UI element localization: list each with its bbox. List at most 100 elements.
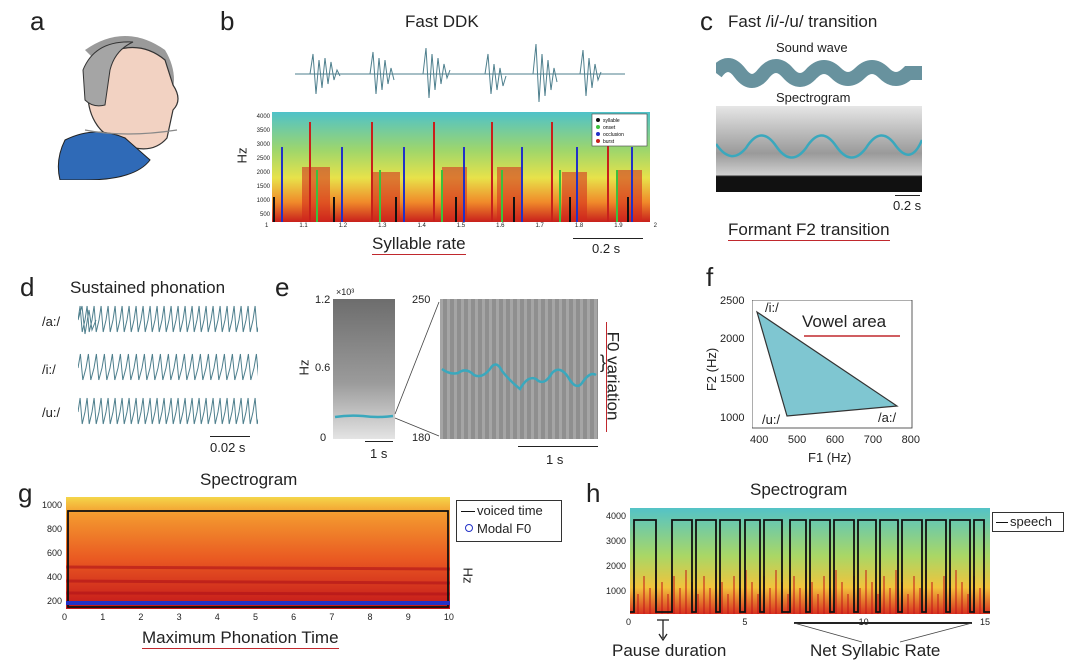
spectral-stripe — [580, 299, 583, 439]
xtick: 9 — [405, 612, 411, 622]
panel-b-scalebar-line — [573, 238, 643, 239]
xtick: 4 — [214, 612, 220, 622]
panel-g-xticks: 0 1 2 3 4 5 6 7 8 9 10 — [62, 612, 454, 622]
panel-h-label: h — [586, 478, 601, 508]
ytick: 2000 — [256, 170, 270, 176]
panel-b-label: b — [220, 6, 235, 36]
panel-g-label: g — [18, 478, 33, 508]
xtick: 1.6 — [496, 223, 505, 229]
xtick: 700 — [863, 434, 883, 446]
spectral-stripe — [447, 299, 450, 439]
panel-e-ytick-top: 1.2 — [315, 294, 331, 306]
spectral-stripe — [510, 299, 513, 439]
panel-a-label: a — [30, 6, 45, 36]
spectral-stripe — [524, 299, 527, 439]
spectral-stripe — [566, 299, 569, 439]
xtick: 1 — [100, 612, 106, 622]
panel-e-scalebar-right-line — [518, 446, 598, 447]
ytick: 1500 — [256, 184, 270, 190]
spectral-stripe — [545, 299, 548, 439]
panel-b-xticks: 1 1.1 1.2 1.3 1.4 1.5 1.6 1.7 1.8 1.9 2 — [265, 223, 657, 233]
xtick: 1.5 — [456, 223, 466, 229]
panel-e-exponent: ×10³ — [336, 287, 355, 297]
panel-f-caption: Vowel area — [802, 312, 887, 331]
panel-e-label: e — [275, 272, 290, 302]
spectral-stripe — [573, 299, 576, 439]
ytick: 1000 — [605, 586, 626, 596]
xtick: 15 — [979, 617, 990, 627]
ytick: 200 — [46, 596, 62, 606]
phonation-wave — [78, 305, 258, 333]
phonation-waveforms — [78, 305, 258, 425]
xtick: 1.3 — [378, 223, 387, 229]
ytick: 1000 — [41, 500, 62, 510]
xtick: 2 — [138, 612, 144, 622]
ytick: 4000 — [256, 114, 270, 120]
ytick: 3000 — [605, 536, 626, 546]
vowel-i-label: /i:/ — [765, 300, 779, 315]
panel-c-title: Fast /i/-/u/ transition — [728, 12, 878, 31]
mpt-spectrogram — [66, 497, 450, 609]
f0-spectrogram-zoom — [440, 299, 598, 439]
ytick: 1000 — [256, 198, 270, 204]
xtick: 1.2 — [338, 223, 348, 229]
legend-voiced-time: voiced time — [477, 503, 543, 518]
transition-spectrogram — [716, 106, 922, 192]
spectral-stripe — [496, 299, 499, 439]
xtick: 800 — [901, 434, 920, 446]
panel-f-xlabel: F1 (Hz) — [808, 450, 852, 465]
panel-c-scalebar: 0.2 s — [893, 198, 922, 213]
xtick: 6 — [291, 612, 297, 622]
xtick: 2 — [653, 223, 657, 229]
vowel-area-plot — [752, 300, 913, 429]
panel-h-caption-left: Pause duration — [612, 641, 727, 660]
nsr-spectrogram — [630, 508, 990, 614]
spectral-stripe — [531, 299, 534, 439]
panel-d-label: d — [20, 272, 35, 302]
panel-h-caption-right: Net Syllabic Rate — [810, 641, 941, 660]
xtick: 600 — [825, 434, 845, 446]
ddk-spectrogram: syllable onset occlusion burst — [272, 112, 650, 222]
ytick: 2500 — [256, 156, 270, 162]
brace-icon: } — [600, 352, 607, 372]
panel-e-right-ytick-bottom: 180 — [412, 432, 431, 444]
panel-g-title: Spectrogram — [200, 470, 298, 489]
panel-e-ytick-mid: 0.6 — [315, 362, 331, 374]
panel-e-ylabel: Hz — [296, 359, 312, 376]
panel-b-title: Fast DDK — [405, 12, 479, 31]
panel-e-scalebar-left-line — [365, 441, 393, 442]
ytick: 4000 — [605, 511, 626, 521]
zoom-connector — [394, 301, 440, 437]
legend-line — [461, 511, 475, 512]
spectral-stripe — [594, 299, 597, 439]
xtick: 5 — [742, 617, 748, 627]
xtick: 3 — [176, 612, 182, 622]
panel-h-legend: speech — [992, 512, 1064, 532]
panel-c-sound-wave-label: Sound wave — [776, 40, 848, 55]
spectral-stripe — [517, 299, 520, 439]
panel-e-ytick-bottom: 0 — [320, 432, 327, 444]
xtick: 400 — [750, 434, 769, 446]
panel-h-title: Spectrogram — [750, 480, 848, 499]
xtick: 5 — [252, 612, 258, 622]
ytick: 2000 — [605, 561, 626, 571]
xtick: 0 — [62, 612, 68, 622]
spectral-stripe — [461, 299, 464, 439]
panel-d-scalebar: 0.02 s — [210, 440, 246, 455]
spectral-stripe — [552, 299, 555, 439]
xtick: 0 — [626, 617, 632, 627]
spectral-stripe — [482, 299, 485, 439]
panel-b-yticks: 4000 3500 3000 2500 2000 1500 1000 500 — [240, 110, 270, 222]
panel-e-caption-rule — [606, 322, 607, 432]
spectral-stripe — [454, 299, 457, 439]
ytick: 3000 — [256, 142, 270, 148]
panel-c-caption: Formant F2 transition — [728, 220, 890, 241]
panel-f-ytick-1500: 1500 — [720, 373, 745, 385]
xtick: 7 — [329, 612, 335, 622]
ytick: 800 — [46, 524, 62, 534]
spectral-stripe — [440, 299, 443, 439]
ddk-sound-wave — [716, 58, 922, 88]
spectral-stripe — [538, 299, 541, 439]
legend-speech: speech — [1010, 514, 1052, 529]
xtick: 1.7 — [535, 223, 544, 229]
